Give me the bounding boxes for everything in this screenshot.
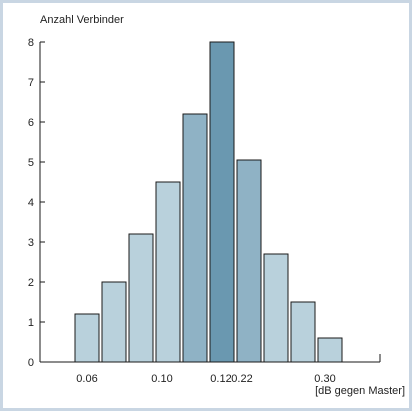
bar-7 bbox=[263, 253, 289, 363]
bar-4 bbox=[182, 113, 208, 363]
bar-3 bbox=[155, 181, 181, 363]
y-tick-label-0: 0 bbox=[28, 357, 34, 369]
y-tick-label-8: 8 bbox=[28, 37, 34, 49]
axes-group: 0 1 2 3 4 5 6 7 8 0.06 0.10 0.12 0.22 0.30 bbox=[28, 37, 381, 385]
bar-2 bbox=[128, 233, 154, 363]
x-tick-label-4: 0.30 bbox=[314, 373, 335, 385]
y-tick-label-1: 1 bbox=[28, 317, 34, 329]
x-tick-label-1: 0.10 bbox=[151, 373, 172, 385]
bar-9 bbox=[317, 337, 343, 363]
x-tick-label-3: 0.22 bbox=[231, 373, 252, 385]
y-tick-label-6: 6 bbox=[28, 117, 34, 129]
bars-group bbox=[74, 41, 343, 363]
y-tick-label-3: 3 bbox=[28, 237, 34, 249]
y-axis-title: Anzahl Verbinder bbox=[40, 14, 124, 26]
x-tick-label-0: 0.06 bbox=[76, 373, 97, 385]
bar-0 bbox=[74, 313, 100, 363]
y-tick-label-5: 5 bbox=[28, 157, 34, 169]
bar-6 bbox=[236, 159, 262, 363]
bar-1 bbox=[101, 281, 127, 363]
x-axis-title: [dB gegen Master] bbox=[315, 385, 405, 397]
y-tick-label-2: 2 bbox=[28, 277, 34, 289]
y-tick-label-4: 4 bbox=[28, 197, 34, 209]
x-tick-label-2: 0.12 bbox=[210, 373, 231, 385]
bar-8 bbox=[290, 301, 316, 363]
y-tick-label-7: 7 bbox=[28, 77, 34, 89]
bar-5 bbox=[209, 41, 235, 363]
